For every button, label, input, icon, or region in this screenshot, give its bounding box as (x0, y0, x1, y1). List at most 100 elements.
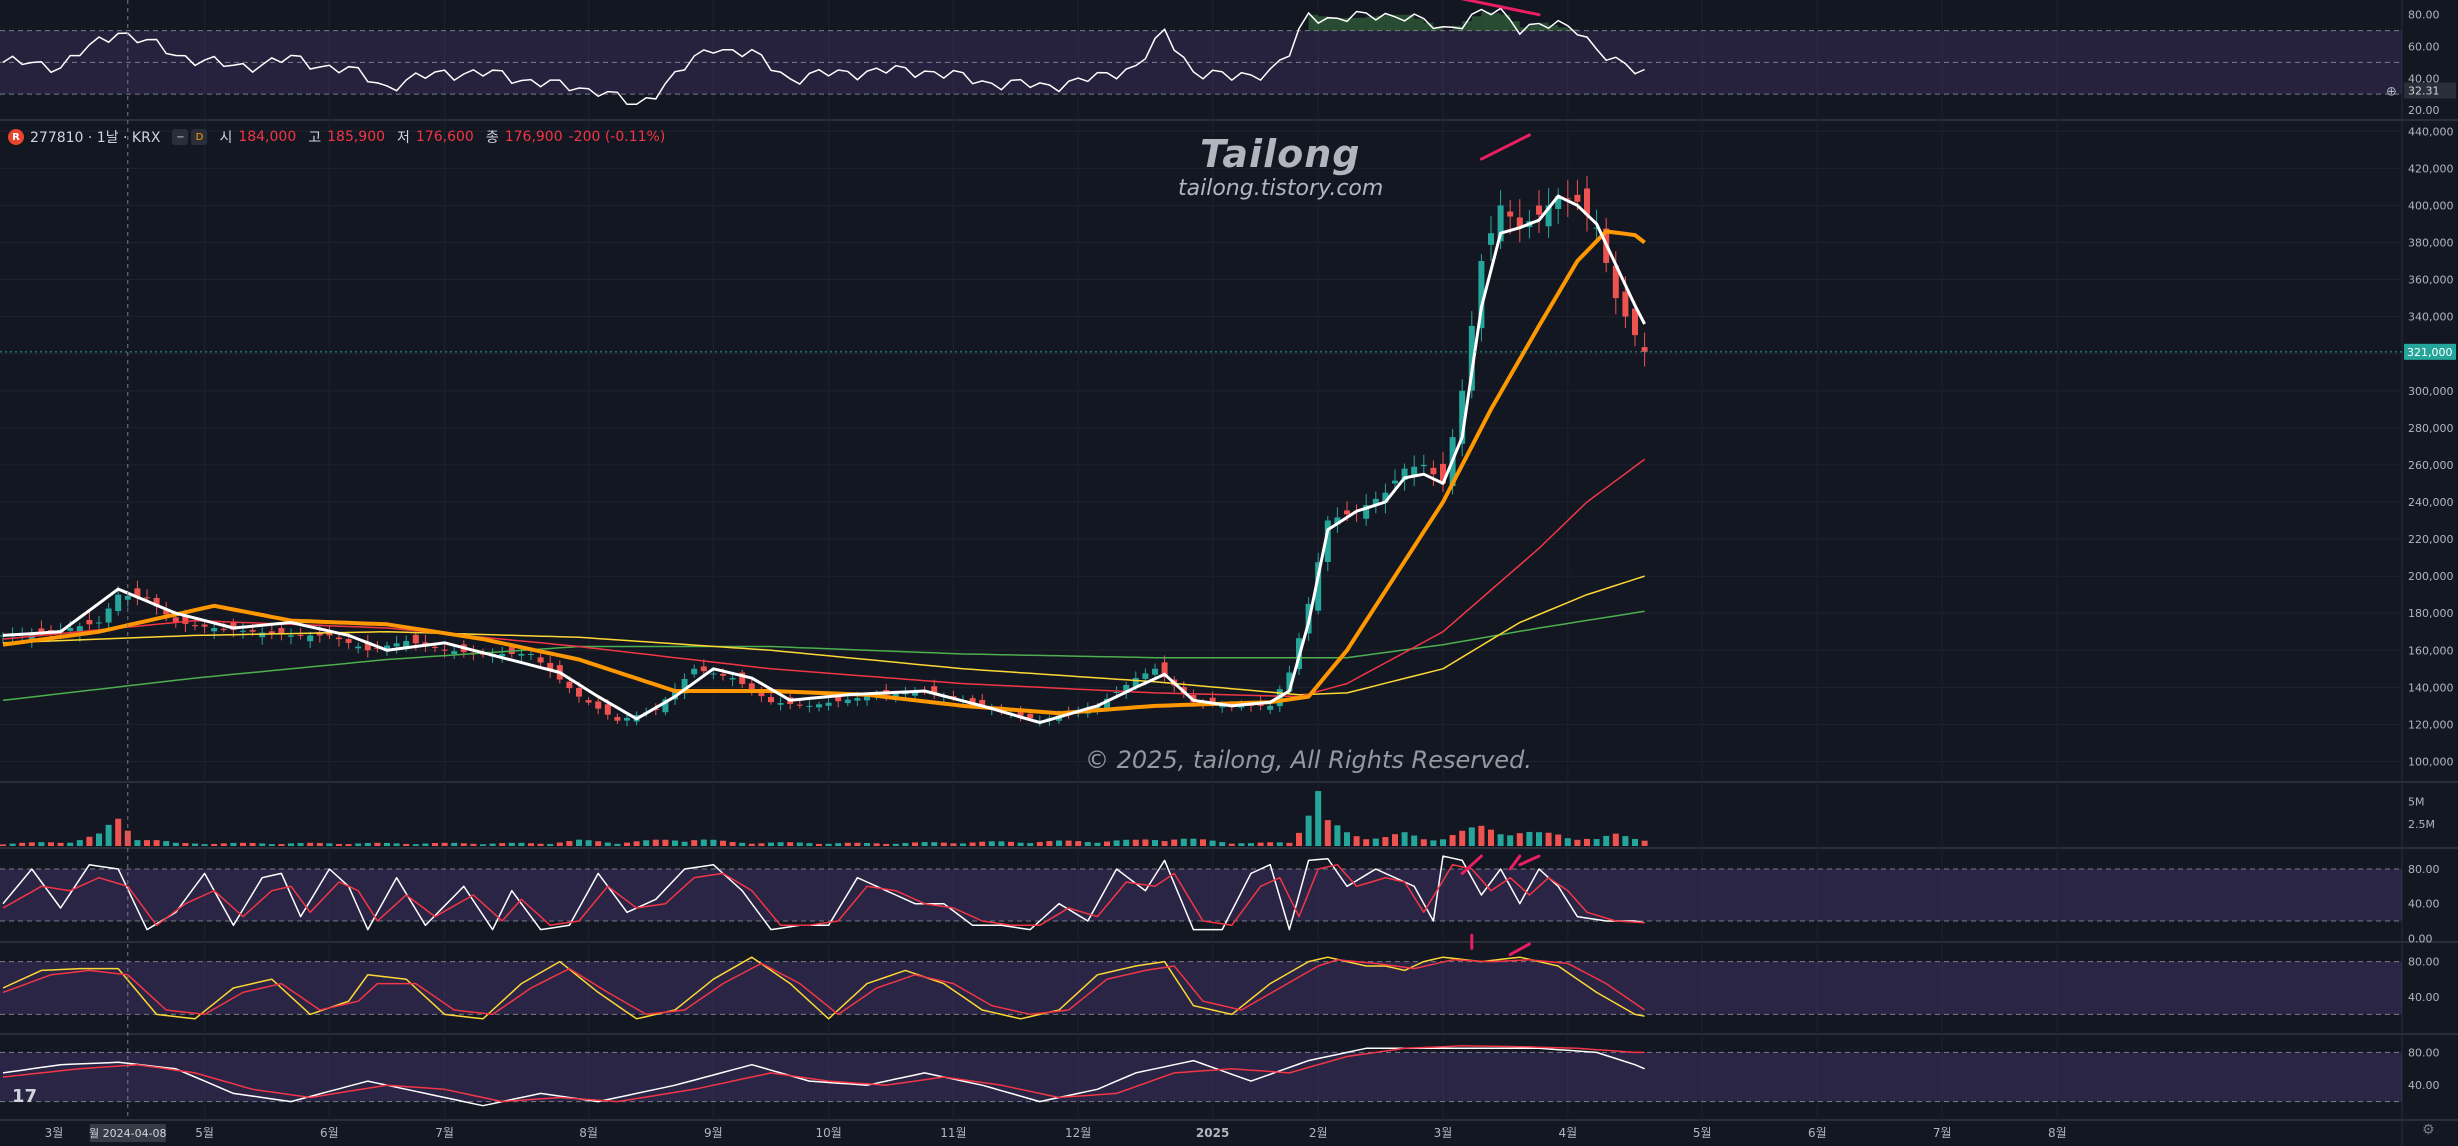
symbol-title[interactable]: 277810 · 1날 · KRX (30, 130, 161, 146)
candle-body (364, 641, 371, 651)
y-tick-label: 420,000 (2408, 162, 2454, 175)
volume-bar (1593, 839, 1600, 846)
volume-bar (547, 843, 554, 846)
volume-bar (96, 833, 102, 846)
candle-body (1564, 198, 1571, 200)
candle-body (796, 704, 803, 706)
candle-body (1401, 468, 1408, 481)
volume-bar (1200, 839, 1206, 846)
volume-bar (1296, 832, 1302, 846)
candle-body (201, 624, 208, 627)
candle-body (1161, 662, 1168, 678)
volume-bar (1180, 838, 1187, 846)
minus-icon[interactable]: − (172, 129, 189, 145)
volume-bar (480, 844, 486, 846)
volume-bar (854, 842, 861, 846)
volume-bar (28, 842, 35, 846)
y-tick-label: 2.5M (2408, 818, 2435, 831)
x-tick-label: 5월 (195, 1126, 214, 1140)
volume-bar (1036, 841, 1043, 846)
x-tick-label: 5월 (1693, 1126, 1712, 1140)
candle-body (672, 689, 678, 700)
volume-bar (144, 840, 150, 846)
volume-bar (720, 840, 726, 846)
volume-bar (355, 843, 362, 846)
volume-bar (1219, 842, 1226, 846)
volume-bar (220, 843, 227, 846)
volume-bar (931, 842, 938, 846)
symbol-legend: R 277810 · 1날 · KRX − D 시 184,000 고 185,90… (8, 127, 665, 147)
volume-bar (1440, 839, 1446, 846)
volume-bar (508, 842, 515, 846)
volume-bar (115, 818, 122, 846)
volume-bar (1027, 843, 1034, 846)
moving-average-line (2, 610, 1645, 702)
candle-body (710, 673, 717, 675)
candle-body (316, 632, 323, 636)
candle-body (297, 634, 304, 636)
rsi-overbought-fill (1414, 18, 1424, 31)
volume-bar (38, 842, 45, 846)
candle-body (220, 628, 227, 630)
open-label: 시 (219, 130, 233, 146)
candle-body (124, 595, 131, 600)
volume-bar (758, 843, 765, 846)
candle-body (259, 632, 266, 638)
volume-bar (422, 843, 429, 846)
candle-body (729, 678, 736, 680)
y-tick-label: 100,000 (2408, 755, 2454, 768)
volume-bar (1008, 841, 1014, 846)
volume-bar (1526, 831, 1533, 846)
candle-body (86, 619, 93, 625)
volume-bar (230, 842, 237, 846)
stochastic_slow-line (2, 956, 1645, 1020)
candle-body (816, 704, 822, 708)
candle-body (1324, 520, 1331, 562)
y-tick-label: 300,000 (2408, 385, 2454, 398)
x-tick-label: 8월 (2048, 1126, 2067, 1140)
candle-body (393, 643, 400, 647)
candle-body (1612, 265, 1619, 299)
trend-annotation (1461, 0, 1541, 17)
y-tick-label: 200,000 (2408, 570, 2454, 583)
volume-bar (643, 840, 650, 846)
candle-body (864, 696, 870, 701)
candle-body (76, 626, 83, 634)
volume-bar (806, 843, 813, 846)
trend-annotation (1508, 854, 1522, 871)
candle-body (182, 615, 189, 624)
volume-bar (969, 842, 976, 846)
candle-body (1132, 678, 1139, 688)
volume-bar (86, 836, 93, 846)
settings-gear-icon[interactable]: ⚙ (2422, 1122, 2435, 1138)
candle-body (739, 672, 746, 685)
volume-bar (384, 842, 390, 846)
candle-body (268, 631, 275, 634)
moving-average-line (2, 575, 1645, 696)
candle-body (441, 649, 448, 651)
volume-bar (211, 843, 218, 846)
volume-bar (172, 842, 179, 846)
x-tick-label: 7월 (1933, 1126, 1952, 1140)
candle-body (566, 681, 573, 689)
candle-body (115, 594, 122, 612)
candle-body (806, 705, 813, 707)
tradingview-logo-icon[interactable]: 17 (12, 1086, 38, 1107)
rsi-overbought-fill (1337, 17, 1347, 31)
y-tick-label: 340,000 (2408, 311, 2454, 324)
candle-body (595, 701, 602, 709)
candle-body (691, 668, 698, 675)
rsi-overbought-fill (1529, 25, 1539, 31)
volume-bar (1564, 838, 1571, 846)
volume-bar (1478, 825, 1485, 846)
candle-body (1267, 705, 1274, 710)
candle-body (1315, 562, 1322, 611)
volume-bar (0, 844, 6, 846)
legend-controls[interactable]: − D (172, 129, 208, 145)
candle-body (1507, 211, 1514, 217)
candle-body (307, 635, 314, 642)
candle-body (499, 653, 506, 657)
indicator-band (0, 869, 2402, 921)
volume-bar (1344, 832, 1350, 846)
